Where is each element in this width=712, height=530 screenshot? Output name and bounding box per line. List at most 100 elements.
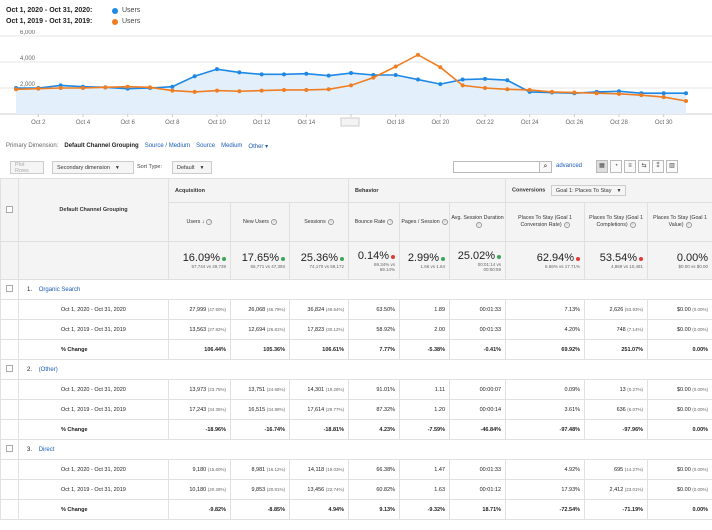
channel-name-link[interactable]: Direct — [38, 446, 55, 453]
col-goal-conversion-rate[interactable]: Places To Stay (Goal 1 Conversion Rate)? — [505, 202, 586, 242]
col-goal-completions[interactable]: Places To Stay (Goal 1 Completions)? — [584, 202, 649, 242]
chart-resize-handle[interactable] — [340, 117, 360, 127]
channel-group-row[interactable]: 3. Direct — [0, 439, 712, 460]
metric-value: -72.54% — [559, 506, 581, 513]
legend-series-current[interactable]: Users — [122, 7, 141, 14]
data-point — [58, 86, 63, 90]
table-search-input[interactable] — [453, 161, 549, 173]
metric-cell: -71.19% — [584, 499, 649, 520]
term-cloud-icon[interactable]: ⁑ — [652, 160, 664, 173]
help-icon[interactable]: ? — [441, 218, 448, 225]
metric-share: (0.00%) — [692, 326, 709, 332]
goal-dropdown[interactable]: Goal 1: Places To Stay ▼ — [550, 185, 627, 196]
advanced-filter-link[interactable]: advanced — [556, 163, 583, 169]
col-bounce-rate[interactable]: Bounce Rate? — [348, 202, 401, 242]
row-checkbox-cell[interactable] — [0, 359, 19, 380]
select-all-cell[interactable] — [0, 178, 19, 242]
col-goal-value[interactable]: Places To Stay (Goal 1 Value)? — [647, 202, 712, 242]
help-icon[interactable]: ? — [270, 218, 277, 225]
totals-compare: 74,170 vs 59,172 — [309, 264, 345, 269]
chevron-down-icon: ▾ — [265, 144, 269, 150]
metric-value: 251.07% — [621, 346, 644, 353]
row-checkbox-cell[interactable] — [0, 279, 19, 300]
help-icon[interactable]: ? — [327, 218, 334, 225]
data-point — [237, 89, 242, 94]
metric-value: 13,456 — [307, 486, 325, 493]
metric-share: (30.12%) — [325, 326, 345, 332]
channel-group-row[interactable]: 2. (Other) — [0, 359, 712, 380]
row-spacer — [0, 299, 19, 320]
channel-group-row[interactable]: 1. Organic Search — [0, 279, 712, 300]
search-icon[interactable]: ⌕ — [539, 161, 552, 173]
data-point — [148, 85, 152, 90]
metric-value: 3.61% — [564, 406, 581, 413]
totals-cell: 25.36% 74,170 vs 59,172 — [288, 241, 350, 280]
row-checkbox-cell[interactable] — [0, 439, 19, 460]
metric-share: (46.79%) — [266, 306, 285, 312]
metric-value: 12,694 — [248, 326, 266, 333]
legend-dot-current — [112, 7, 118, 14]
metric-value: 0.00% — [692, 506, 709, 513]
data-point — [371, 75, 376, 80]
table-view-icon[interactable]: ▦ — [596, 160, 608, 173]
metric-cell: 00:00:07 — [449, 379, 507, 400]
metric-cell: 1.20 — [399, 399, 451, 420]
x-tick-label: Oct 4 — [76, 120, 91, 126]
data-point — [661, 91, 666, 96]
help-icon[interactable]: ? — [685, 222, 692, 228]
data-point — [639, 93, 644, 98]
secondary-dimension-dropdown[interactable]: Secondary dimension ▼ — [52, 161, 134, 174]
metric-cell: 695 (14.27%) — [584, 459, 649, 480]
channel-name-link[interactable]: (Other) — [38, 366, 58, 373]
row-checkbox[interactable] — [6, 365, 13, 372]
metric-share: (16.12%) — [266, 466, 285, 472]
acquisition-header: Acquisition — [167, 178, 350, 203]
metric-cell: 8,981 (16.12%) — [230, 459, 290, 480]
x-tick-label: Oct 10 — [208, 120, 226, 126]
dimension-link-source[interactable]: Source — [196, 143, 216, 149]
metric-value: $0.00 — [676, 406, 691, 413]
plot-rows-button[interactable]: Plot Rows — [10, 161, 44, 174]
goal-dropdown-label: Goal 1: Places To Stay — [555, 187, 612, 194]
col-sessions[interactable]: Sessions? — [288, 202, 350, 242]
channel-name-link[interactable]: Organic Search — [38, 286, 81, 293]
channel-group-cell: 3. Direct — [17, 439, 712, 460]
col-pages-session[interactable]: Pages / Session? — [399, 202, 451, 242]
legend-series-previous[interactable]: Users — [122, 18, 141, 25]
bar-view-icon[interactable]: ≡ — [624, 160, 636, 173]
col-avg-session-duration[interactable]: Avg. Session Duration? — [449, 202, 507, 242]
dimension-link-other[interactable]: Other ▾ — [248, 143, 268, 150]
metric-cell: 13,563 (27.82%) — [168, 319, 231, 340]
row-label: Oct 1, 2020 - Oct 31, 2020 — [18, 299, 169, 320]
metric-value: 748 — [616, 326, 626, 333]
change-indicator-icon — [340, 257, 345, 262]
pie-view-icon[interactable]: ◔ — [610, 160, 622, 173]
x-tick-label: Oct 2 — [31, 120, 46, 126]
dimension-header[interactable]: Default Channel Grouping — [18, 178, 169, 242]
select-all-checkbox[interactable] — [6, 205, 13, 213]
metric-share: (14.27%) — [624, 466, 644, 472]
pivot-view-icon[interactable]: ▥ — [666, 160, 678, 173]
help-icon[interactable]: ? — [475, 222, 482, 228]
comparison-view-icon[interactable]: ⇆ — [638, 160, 650, 173]
col-bounce-rate-label: Bounce Rate — [354, 218, 386, 225]
sort-type-dropdown[interactable]: Default ▼ — [172, 161, 212, 174]
row-checkbox[interactable] — [6, 445, 13, 452]
help-icon[interactable]: ? — [629, 222, 636, 228]
totals-compare: $0.00 vs $0.00 — [678, 264, 709, 269]
help-icon[interactable]: ? — [563, 222, 570, 228]
data-point — [304, 71, 309, 76]
metric-value: 13,563 — [189, 326, 207, 333]
row-checkbox[interactable] — [6, 285, 13, 292]
dimension-link-medium[interactable]: Medium — [221, 143, 243, 149]
col-users[interactable]: Users ↓? — [168, 202, 231, 242]
metric-value: -5.38% — [427, 346, 446, 353]
help-icon[interactable]: ? — [387, 218, 394, 225]
change-indicator-icon — [391, 254, 396, 259]
dimension-link-source-medium[interactable]: Source / Medium — [144, 143, 191, 149]
col-new-users[interactable]: New Users? — [230, 202, 290, 242]
help-icon[interactable]: ? — [206, 218, 213, 225]
metric-value: 7.77% — [379, 346, 396, 353]
primary-dimension-bar: Primary Dimension: Default Channel Group… — [6, 143, 268, 150]
metric-value: 17,243 — [189, 406, 207, 413]
